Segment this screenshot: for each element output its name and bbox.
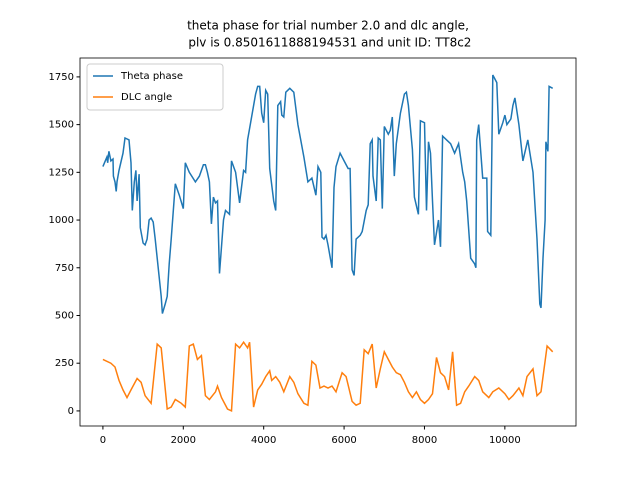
y-tick-label: 1500 (49, 120, 74, 131)
plot-frame (79, 57, 577, 427)
x-tick-label: 2000 (171, 435, 196, 446)
line (102, 74, 554, 314)
y-tick-label: 250 (55, 358, 74, 369)
y-tick-label: 500 (55, 310, 74, 321)
legend-label: Theta phase (120, 71, 183, 82)
x-tick-label: 10000 (489, 435, 521, 446)
legend-label: DLC angle (121, 92, 172, 103)
line (102, 340, 554, 413)
y-tick-label: 750 (55, 263, 74, 274)
chart-title: theta phase for trial number 2.0 and dlc… (187, 19, 469, 33)
y-tick-label: 1000 (49, 215, 74, 226)
x-tick-label: 6000 (331, 435, 356, 446)
chart-title: plv is 0.8501611888194531 and unit ID: T… (185, 36, 472, 50)
y-tick-label: 1750 (49, 72, 74, 83)
x-tick-label: 4000 (251, 435, 276, 446)
y-tick-label: 0 (68, 406, 74, 417)
y-tick-label: 1250 (49, 167, 74, 178)
x-tick-label: 0 (100, 435, 106, 446)
x-tick-label: 8000 (412, 435, 437, 446)
legend-box (86, 63, 224, 111)
